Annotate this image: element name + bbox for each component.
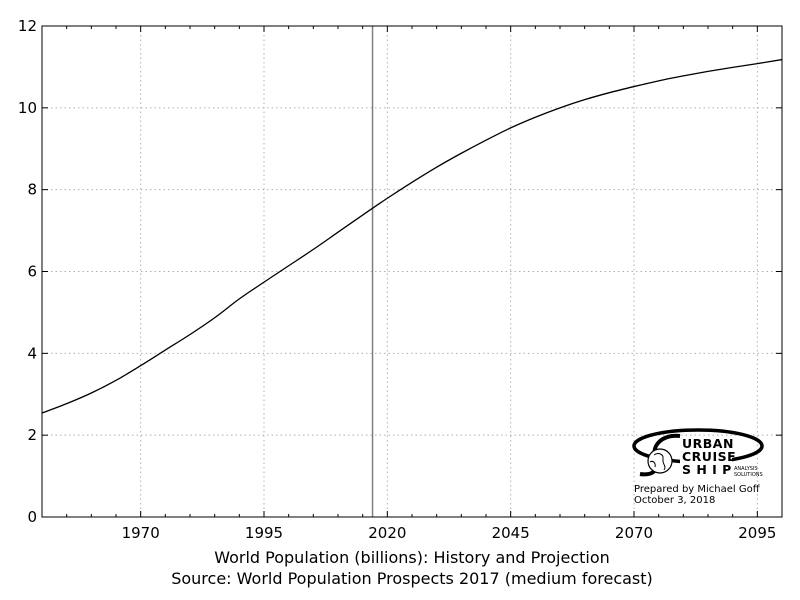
x-tick-label: 2070	[615, 524, 653, 542]
grid-lines	[42, 26, 782, 517]
caption-line-2: Source: World Population Prospects 2017 …	[171, 569, 653, 588]
x-tick-label: 1970	[122, 524, 160, 542]
logo-line-urban: URBAN	[682, 436, 734, 451]
x-tick-labels: 1970 1995 2020 2045 2070 2095	[122, 524, 777, 542]
y-tick-label: 0	[27, 508, 37, 526]
credit-prepared-by: Prepared by Michael Goff	[634, 484, 761, 495]
y-tick-label: 10	[18, 99, 37, 117]
y-tick-label: 12	[18, 17, 37, 35]
axis-ticks	[41, 25, 783, 518]
y-tick-labels: 0 2 4 6 8 10 12	[18, 17, 37, 526]
y-tick-label: 8	[27, 181, 37, 199]
caption-line-1: World Population (billions): History and…	[214, 548, 610, 567]
y-tick-label: 2	[27, 426, 37, 444]
y-tick-label: 6	[27, 263, 37, 281]
x-tick-label: 2020	[368, 524, 406, 542]
x-tick-label: 2045	[492, 524, 530, 542]
x-tick-label: 1995	[245, 524, 283, 542]
x-tick-label: 2095	[738, 524, 776, 542]
population-line	[41, 58, 783, 414]
y-tick-label: 4	[27, 344, 37, 362]
logo-tag-analysis: ANALYSIS	[734, 466, 758, 472]
urban-cruise-ship-logo: URBAN CRUISE S H I P ANALYSIS SOLUTIONS	[632, 428, 764, 478]
credit-date: October 3, 2018	[634, 495, 715, 506]
logo-tag-solutions: SOLUTIONS	[734, 472, 763, 478]
logo-line-ship: S H I P	[682, 462, 732, 477]
logo-line-cruise: CRUISE	[682, 449, 736, 464]
